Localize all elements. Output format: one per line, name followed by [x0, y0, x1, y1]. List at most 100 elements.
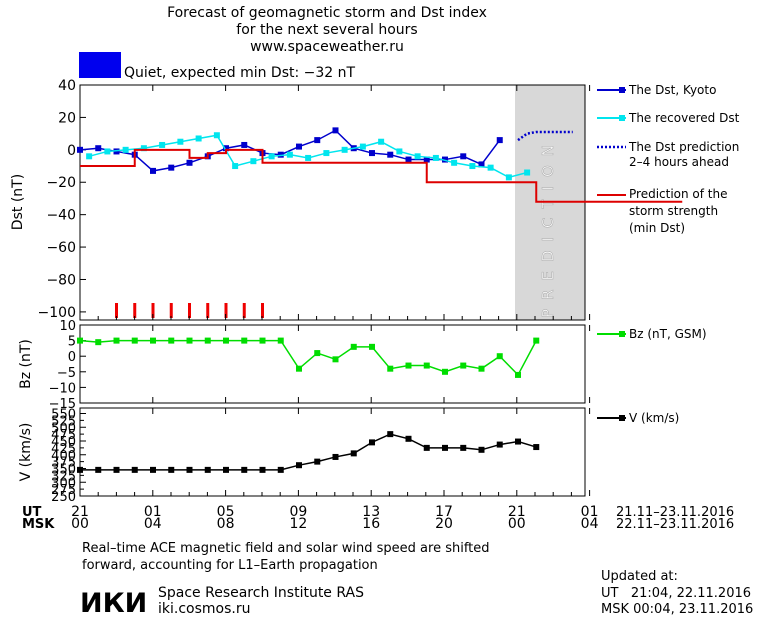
data-point — [259, 337, 266, 344]
x-axis-ticks — [79, 85, 591, 496]
data-point — [341, 146, 348, 153]
bz-plot-frame — [79, 324, 586, 404]
updated-msk: MSK 00:04, 23.11.2016 — [601, 602, 753, 617]
data-point — [378, 138, 385, 145]
data-point — [104, 148, 111, 155]
data-point — [122, 146, 129, 153]
data-point — [131, 466, 138, 473]
v-series-group — [77, 431, 540, 473]
data-point — [241, 337, 248, 344]
msk-axis-label: MSK — [22, 517, 55, 532]
series-line — [517, 130, 573, 142]
data-point — [213, 132, 220, 139]
y-tick-label: 425 — [51, 442, 76, 457]
x-tick-label-msk: 04 — [144, 516, 162, 532]
data-point — [332, 453, 339, 460]
data-point — [423, 362, 430, 369]
data-point — [505, 174, 512, 181]
data-point — [369, 439, 375, 446]
prediction-label: PREDICTION — [539, 136, 557, 318]
data-point — [296, 462, 302, 469]
x-tick-label-msk: 00 — [508, 516, 526, 532]
x-tick-label-ut: 21 — [508, 504, 526, 520]
bz-series-group — [77, 337, 540, 378]
y-tick-label: 550 — [51, 408, 76, 423]
data-point — [533, 444, 540, 451]
data-point — [186, 159, 193, 166]
y-tick-label: 10 — [59, 319, 76, 334]
legend-prediction-line1: The Dst prediction — [628, 140, 739, 154]
x-tick-label-ut: 01 — [581, 504, 599, 520]
data-point — [369, 150, 375, 157]
data-point — [296, 143, 302, 150]
data-point — [95, 466, 102, 473]
dst-y-ticks: 40 20 0 −20 −40 −60 −80 −100 — [38, 78, 86, 321]
legend-strength-line2: storm strength — [629, 204, 718, 218]
data-point — [131, 337, 138, 344]
data-point — [423, 156, 430, 163]
y-tick-label: 325 — [51, 469, 76, 484]
ut-date-range: 21.11–23.11.2016 — [616, 505, 734, 520]
data-point — [113, 466, 120, 473]
y-tick-label: 0 — [67, 143, 76, 159]
data-point — [515, 371, 521, 378]
data-point — [232, 163, 239, 170]
data-point — [414, 153, 421, 160]
data-point — [95, 339, 102, 346]
data-point — [140, 145, 147, 152]
data-point — [195, 135, 202, 142]
data-point — [186, 466, 193, 473]
data-point — [405, 362, 412, 369]
data-point — [177, 138, 184, 145]
v-y-axis-label: V (km/s) — [18, 423, 34, 482]
data-point — [204, 337, 211, 344]
data-point — [478, 365, 485, 372]
data-point — [314, 137, 321, 144]
data-point — [150, 466, 156, 473]
y-tick-label: −100 — [38, 305, 76, 321]
data-point — [268, 153, 275, 160]
data-point — [515, 438, 521, 445]
dst-panel: PREDICTION Dst (nT) 40 20 0 −20 −40 −60 −80 −10… — [10, 78, 683, 321]
iki-logo: ИКИ — [80, 588, 147, 619]
data-point — [478, 161, 485, 168]
dst-plot-frame — [79, 84, 586, 321]
data-point — [323, 150, 330, 157]
chart-title-line1: Forecast of geomagnetic storm and Dst in… — [167, 5, 487, 21]
data-point — [387, 365, 394, 372]
data-point — [250, 158, 257, 165]
data-point — [113, 148, 120, 155]
v-panel: V (km/s) 5505004504003503002505254754253… — [18, 407, 586, 505]
legend-recovered: The recovered Dst — [628, 111, 740, 125]
legend-v-marker — [619, 415, 625, 421]
data-point — [296, 365, 302, 372]
y-tick-label: 500 — [51, 421, 76, 436]
data-point — [496, 441, 503, 448]
data-point — [442, 156, 448, 163]
legend-dst-kyoto-marker — [619, 87, 625, 93]
data-point — [405, 435, 412, 442]
data-point — [533, 337, 540, 344]
institute-website: iki.cosmos.ru — [158, 601, 250, 617]
legend-recovered-marker — [619, 115, 625, 121]
status-color-swatch — [79, 52, 121, 78]
data-point — [95, 145, 102, 152]
y-tick-label: −5 — [57, 366, 76, 381]
data-point — [86, 153, 93, 160]
y-tick-label: 475 — [51, 428, 76, 443]
data-point — [451, 159, 458, 166]
y-tick-label: 0 — [68, 350, 76, 365]
y-tick-label: 350 — [51, 463, 76, 478]
data-point — [241, 466, 248, 473]
y-tick-label: 20 — [58, 110, 76, 126]
series-line — [80, 433, 537, 471]
data-point — [277, 337, 284, 344]
data-point — [524, 169, 531, 176]
data-point — [387, 151, 394, 158]
data-point — [460, 153, 467, 160]
site-url: www.spaceweather.ru — [250, 39, 404, 55]
x-tick-label-ut: 17 — [435, 504, 453, 520]
data-point — [496, 137, 503, 144]
